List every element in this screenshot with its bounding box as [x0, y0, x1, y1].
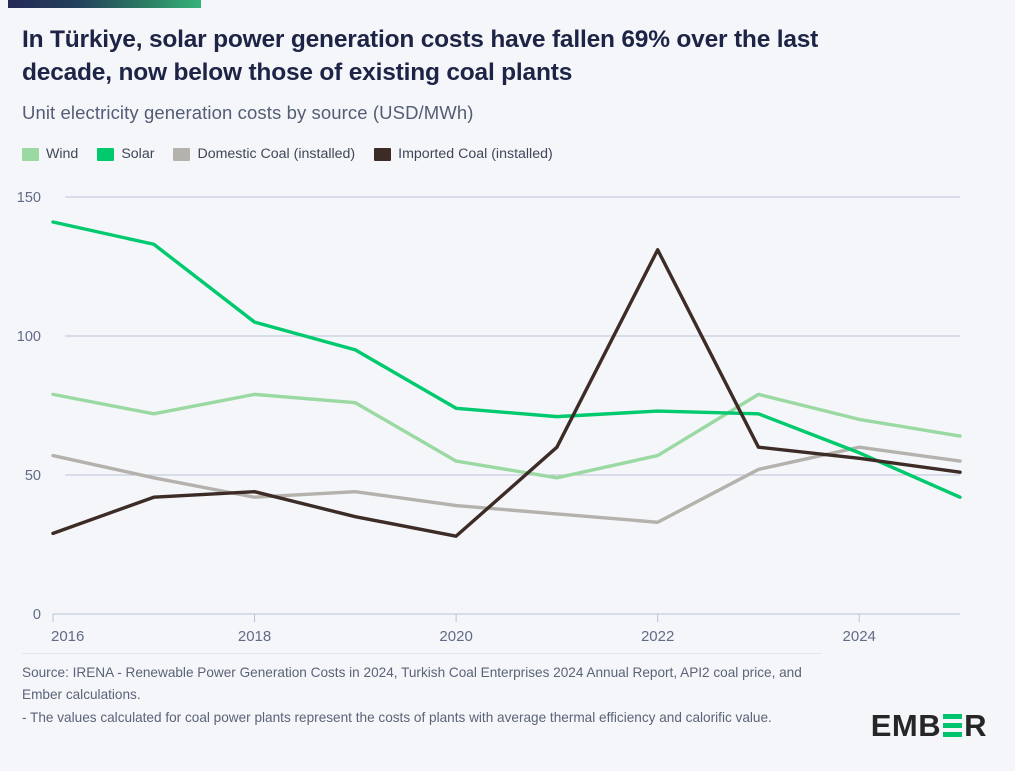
ember-logo-text-pre: EMB [870, 707, 942, 743]
page-title: In Türkiye, solar power generation costs… [22, 26, 819, 86]
chart-legend: Wind Solar Domestic Coal (installed) Imp… [22, 146, 553, 162]
x-axis-tick-label: 2016 [51, 628, 84, 645]
x-axis-tick-label: 2018 [238, 628, 271, 645]
y-axis-tick-label: 50 [25, 468, 41, 484]
legend-swatch-icon [22, 147, 39, 161]
y-axis-tick-label: 100 [17, 329, 41, 345]
x-axis-tick-label: 2022 [641, 628, 674, 645]
chart-footer: Source: IRENA - Renewable Power Generati… [22, 662, 842, 729]
legend-item-domestic-coal[interactable]: Domestic Coal (installed) [173, 146, 355, 162]
y-axis-labels: 0 50 100 150 [17, 190, 41, 623]
x-axis [52, 613, 960, 622]
chart-subtitle: Unit electricity generation costs by sou… [22, 102, 474, 124]
series-line-domestic-coal-installed [51, 445, 962, 524]
legend-item-imported-coal[interactable]: Imported Coal (installed) [374, 146, 553, 162]
brand-accent-bar [8, 0, 201, 8]
series-line-wind [51, 392, 962, 480]
series-line-solar [51, 220, 962, 499]
source-note: Source: IRENA - Renewable Power Generati… [22, 665, 802, 703]
legend-label: Solar [121, 146, 155, 162]
chart-canvas: 0 50 100 150 2016 2018 2020 2022 2024 [17, 190, 962, 645]
legend-label: Wind [46, 146, 79, 162]
footer-divider [22, 653, 822, 654]
ember-logo: EMB R [871, 708, 987, 742]
legend-swatch-icon [374, 147, 392, 161]
chart-header: In Türkiye, solar power generation costs… [22, 24, 982, 124]
legend-swatch-icon [97, 147, 115, 161]
y-axis-tick-label: 0 [33, 607, 41, 623]
legend-item-wind[interactable]: Wind [22, 146, 78, 162]
x-axis-labels: 2016 2018 2020 2022 2024 [51, 628, 876, 645]
legend-swatch-icon [173, 147, 191, 161]
series-line-imported-coal-installed [51, 248, 962, 538]
chart-gridlines [65, 196, 960, 476]
x-axis-tick-label: 2020 [439, 628, 472, 645]
legend-item-solar[interactable]: Solar [97, 146, 154, 162]
ember-logo-text-post: R [964, 707, 987, 743]
legend-label: Domestic Coal (installed) [197, 146, 356, 162]
x-axis-tick-label: 2024 [843, 628, 876, 645]
methodology-note: - The values calculated for coal power p… [22, 710, 772, 726]
chart-series-lines [51, 220, 962, 538]
legend-label: Imported Coal (installed) [398, 146, 553, 162]
ember-logo-e-icon [943, 713, 963, 737]
line-chart: 0 50 100 150 2016 2018 2020 2022 2024 [0, 180, 1015, 645]
y-axis-tick-label: 150 [17, 190, 41, 206]
